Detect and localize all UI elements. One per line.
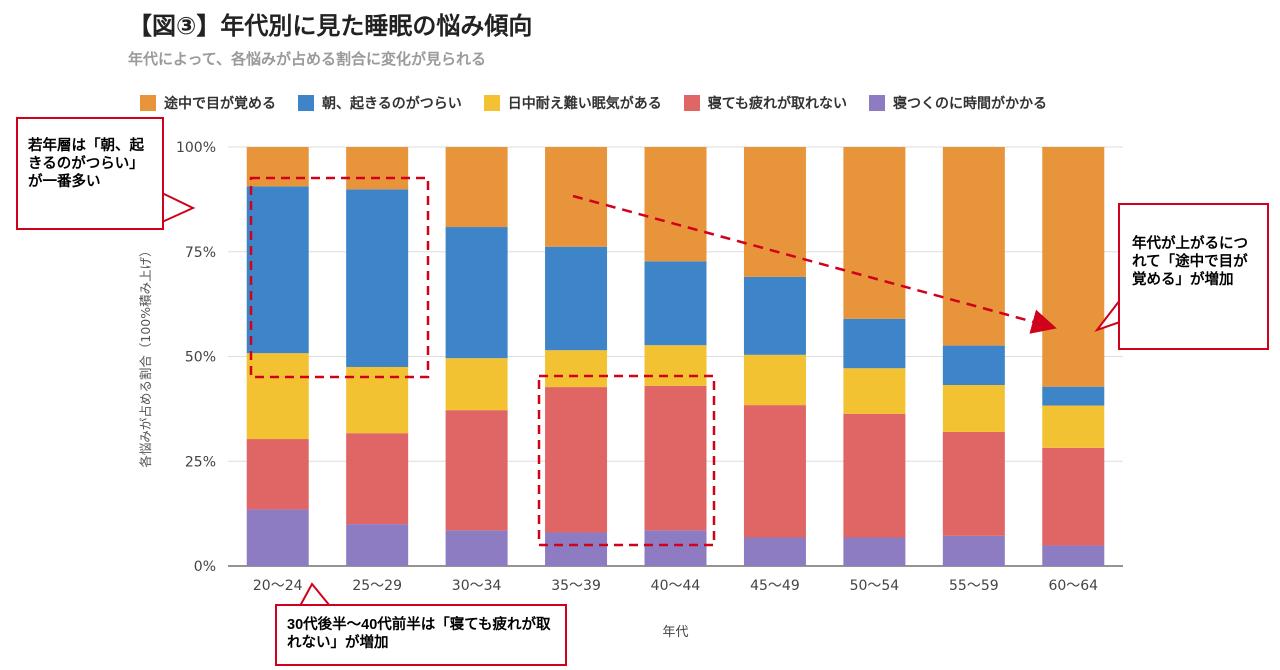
x-tick-label: 25～29	[352, 578, 402, 594]
legend-swatch	[483, 95, 500, 111]
x-tick-label: 35～39	[551, 578, 601, 594]
x-tick-label: 55～59	[949, 578, 999, 594]
bar-segment	[545, 532, 608, 566]
legend-item: 寝つくのに時間がかかる	[869, 93, 1047, 113]
bar-segment	[743, 537, 806, 566]
legend-label: 朝、起きるのがつらい	[322, 96, 462, 112]
bar-segment	[1042, 386, 1105, 406]
bar-segment	[644, 147, 707, 262]
bar-segment	[942, 147, 1005, 346]
y-tick-label: 25%	[185, 454, 216, 470]
callout-middle: 30代後半～40代前半は「寝ても疲れが取れない」が増加	[275, 604, 567, 666]
trend-arrow	[572, 194, 1057, 334]
bar-segment	[1042, 405, 1105, 448]
y-tick-label: 0%	[194, 559, 216, 575]
y-axis-title: 各悩みが占める割合（100%積み上げ）	[138, 244, 153, 467]
bar-segment	[743, 405, 806, 538]
x-tick-label: 60～64	[1048, 578, 1098, 594]
bar-segment	[644, 530, 707, 566]
legend-swatch	[869, 95, 886, 111]
bar-segment	[1042, 545, 1105, 566]
bar-segment	[942, 345, 1005, 385]
x-tick-label: 20～24	[253, 578, 303, 594]
highlight-box-young	[249, 176, 430, 379]
x-axis-title: 年代	[662, 625, 688, 640]
bar-segment	[246, 186, 309, 354]
legend-label: 寝ても疲れが取れない	[707, 96, 848, 112]
bar-segment	[346, 147, 409, 190]
bar-segment	[545, 387, 608, 533]
y-tick-label: 100%	[176, 140, 216, 156]
bar-segment	[843, 413, 906, 538]
callout-tail-middle	[298, 582, 333, 607]
bar-segment	[445, 530, 508, 566]
bar-segment	[246, 147, 309, 187]
callout-young: 若年層は「朝、起きるのがつらい」が一番多い	[16, 117, 164, 230]
bar-segment	[644, 385, 707, 531]
bar-segment	[445, 147, 508, 228]
bar-segment	[346, 189, 409, 367]
bar-segment	[743, 147, 806, 277]
bar-segment	[545, 350, 608, 388]
x-tick-label: 40～44	[651, 578, 701, 594]
legend-item: 朝、起きるのがつらい	[298, 93, 462, 113]
bar-segment	[1042, 447, 1105, 546]
x-tick-label: 30～34	[452, 578, 502, 594]
bar-segment	[346, 433, 409, 525]
legend-swatch	[298, 95, 314, 111]
bar-segment	[445, 227, 508, 359]
bar-segment	[743, 354, 806, 406]
bar-segment	[246, 353, 309, 440]
legend-swatch	[140, 95, 156, 111]
bar-segment	[843, 318, 906, 369]
bar-segment	[445, 410, 508, 531]
legend-item: 寝ても疲れが取れない	[683, 93, 848, 113]
bar-segment	[644, 261, 707, 346]
bar-segment	[843, 537, 906, 566]
bar-segment	[743, 276, 806, 355]
x-tick-label: 50～54	[850, 578, 900, 594]
bar-segment	[942, 431, 1005, 536]
bar-segment	[246, 439, 309, 510]
bar-segment	[843, 147, 906, 319]
bar-segment	[1042, 147, 1105, 387]
chart-subtitle: 年代によって、各悩みが占める割合に変化が見られる	[128, 50, 487, 68]
bar-segment	[246, 509, 309, 566]
y-tick-label: 75%	[185, 245, 216, 261]
legend-label: 日中耐え難い眠気がある	[507, 96, 662, 112]
bar-segment	[942, 384, 1005, 432]
bar-segment	[545, 246, 608, 351]
legend-item: 日中耐え難い眠気がある	[483, 93, 662, 113]
legend-swatch	[683, 95, 700, 111]
bar-segment	[942, 535, 1005, 566]
y-tick-label: 50%	[185, 350, 216, 366]
x-tick-label: 45～49	[750, 578, 800, 594]
legend-label: 途中で目が覚める	[164, 96, 276, 112]
bar-segment	[346, 524, 409, 566]
callout-tail-young	[161, 191, 196, 224]
legend-label: 寝つくのに時間がかかる	[893, 96, 1048, 112]
chart-title: 【図③】年代別に見た睡眠の悩み傾向	[128, 12, 533, 40]
bar-segment	[644, 345, 707, 386]
chart-legend: 途中で目が覚める 朝、起きるのがつらい 日中耐え難い眠気がある 寝ても疲れが取れ…	[140, 93, 1047, 113]
callout-older: 年代が上がるにつれて「途中で目が覚める」が増加	[1118, 203, 1269, 350]
legend-item: 途中で目が覚める	[140, 93, 276, 113]
highlight-box-middle	[537, 374, 716, 547]
bar-segment	[445, 358, 508, 411]
bar-segment	[843, 368, 906, 414]
